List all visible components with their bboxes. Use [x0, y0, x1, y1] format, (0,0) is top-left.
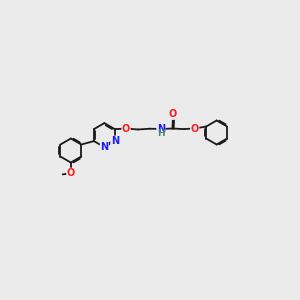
Text: O: O [122, 124, 130, 134]
Text: N: N [157, 124, 165, 134]
Text: N: N [111, 136, 119, 146]
Text: O: O [191, 124, 199, 134]
Text: H: H [157, 129, 165, 138]
Text: O: O [169, 110, 177, 119]
Text: N: N [100, 142, 108, 152]
Text: O: O [67, 168, 75, 178]
